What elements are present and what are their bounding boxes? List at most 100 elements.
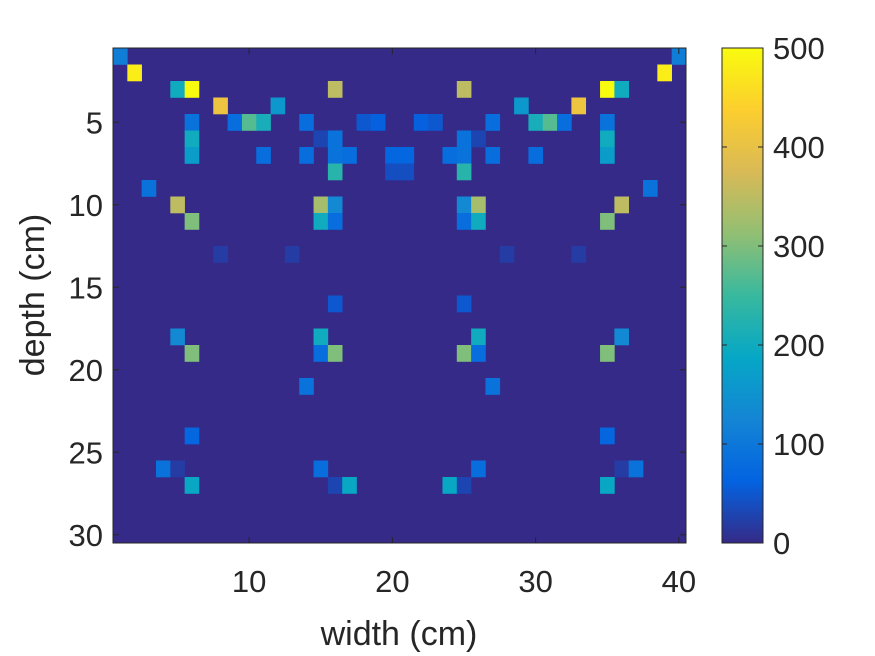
- heatmap-cell: [270, 97, 286, 115]
- heatmap-cell: [600, 114, 615, 131]
- heatmap-cell: [327, 163, 343, 181]
- heatmap-cells: [113, 48, 687, 494]
- heatmap-cell: [313, 345, 329, 362]
- heatmap-cell: [413, 114, 429, 131]
- heatmap-cell: [600, 345, 615, 362]
- colorbar-gradient: [722, 48, 763, 543]
- heatmap-cell: [456, 295, 472, 313]
- heatmap-cell: [571, 97, 587, 115]
- heatmap-cell: [299, 378, 314, 395]
- heatmap-cell: [327, 345, 343, 362]
- heatmap-cell: [184, 130, 200, 148]
- heatmap-cell: [657, 64, 672, 82]
- heatmap-cell: [313, 460, 329, 478]
- heatmap-cell: [471, 196, 486, 214]
- heatmap-cell: [155, 460, 171, 478]
- heatmap-cell: [643, 180, 658, 197]
- heatmap-cell: [471, 213, 486, 230]
- heatmap-cell: [600, 477, 615, 494]
- heatmap-cell: [256, 147, 271, 164]
- heatmap-cell: [399, 163, 415, 181]
- heatmap-cell: [370, 114, 386, 131]
- heatmap-cell: [327, 213, 343, 230]
- heatmap-cell: [456, 147, 472, 164]
- heatmap-cell: [342, 147, 357, 164]
- heatmap-cell: [471, 130, 486, 148]
- heatmap-cell: [499, 246, 515, 263]
- heatmap-cell: [485, 147, 501, 164]
- heatmap-cell: [327, 295, 343, 313]
- colorbar-tick-label: 500: [773, 31, 825, 66]
- heatmap-cell: [442, 147, 458, 164]
- heatmap-cell: [327, 477, 343, 494]
- heatmap-cell: [456, 163, 472, 181]
- heatmap-cell: [356, 114, 372, 131]
- heatmap-cell: [485, 378, 501, 395]
- plot-area: [112, 47, 687, 544]
- heatmap-cell: [184, 213, 200, 230]
- colorbar-tick-label: 400: [773, 130, 825, 165]
- heatmap-cell: [184, 477, 200, 494]
- heatmap-cell: [184, 81, 200, 98]
- heatmap-cell: [557, 114, 572, 131]
- x-axis-ticks: 10 20 30 40: [232, 48, 696, 599]
- y-tick-label: 20: [69, 353, 103, 388]
- heatmap-cell: [600, 213, 615, 230]
- colorbar-tick-label: 0: [773, 526, 790, 561]
- heatmap-cell: [227, 114, 243, 131]
- heatmap-cell: [170, 328, 185, 346]
- heatmap-cell: [313, 130, 329, 148]
- heatmap-cell: [614, 460, 630, 478]
- heatmap-cell: [170, 81, 185, 98]
- heatmap-cell: [385, 163, 400, 181]
- x-tick-label: 40: [662, 564, 696, 599]
- heatmap-background: [113, 48, 686, 543]
- y-tick-label: 25: [69, 435, 103, 470]
- x-axis-label: width (cm): [320, 615, 478, 653]
- heatmap-cell: [456, 196, 472, 214]
- heatmap-cell: [256, 114, 271, 131]
- heatmap-cell: [241, 114, 257, 131]
- y-tick-label: 5: [86, 105, 103, 140]
- y-tick-label: 10: [69, 188, 103, 223]
- y-tick-label: 15: [69, 270, 103, 305]
- colorbar-tick-label: 200: [773, 328, 825, 363]
- heatmap-cell: [184, 147, 200, 164]
- plot-frame: [112, 47, 687, 544]
- heatmap-cell: [442, 477, 458, 494]
- heatmap-cell: [456, 130, 472, 148]
- heatmap-cell: [614, 328, 630, 346]
- heatmap-cell: [471, 460, 486, 478]
- heatmap-cell: [471, 345, 486, 362]
- heatmap-cell: [456, 477, 472, 494]
- heatmap-cell: [528, 147, 544, 164]
- heatmap-cell: [184, 427, 200, 445]
- heatmap-cell: [213, 97, 228, 115]
- colorbar-ticks: 0 100 200 300 400 500: [722, 31, 825, 561]
- x-tick-label: 20: [375, 564, 409, 599]
- heatmap-cell: [671, 48, 687, 65]
- heatmap-cell: [600, 147, 615, 164]
- heatmap-cell: [127, 64, 142, 82]
- heatmap-cell: [456, 213, 472, 230]
- colorbar-frame: [721, 47, 764, 544]
- heatmap-cell: [327, 81, 343, 98]
- heatmap-cell: [284, 246, 300, 263]
- heatmap-cell: [342, 477, 357, 494]
- heatmap-cell: [571, 246, 587, 263]
- colorbar-tick-label: 300: [773, 229, 825, 264]
- y-axis-ticks: 5 10 15 20 25 30: [69, 105, 686, 553]
- heatmap-cell: [485, 114, 501, 131]
- heatmap-cell: [184, 345, 200, 362]
- heatmap-cell: [456, 345, 472, 362]
- heatmap-cell: [399, 147, 415, 164]
- heatmap-cell: [428, 114, 443, 131]
- heatmap-cell: [313, 213, 329, 230]
- heatmap-cell: [113, 48, 128, 65]
- heatmap-cell: [141, 180, 157, 197]
- colorbar: 0 100 200 300 400 500: [721, 31, 825, 561]
- heatmap-cell: [184, 114, 200, 131]
- heatmap-cell: [614, 81, 630, 98]
- heatmap-cell: [313, 196, 329, 214]
